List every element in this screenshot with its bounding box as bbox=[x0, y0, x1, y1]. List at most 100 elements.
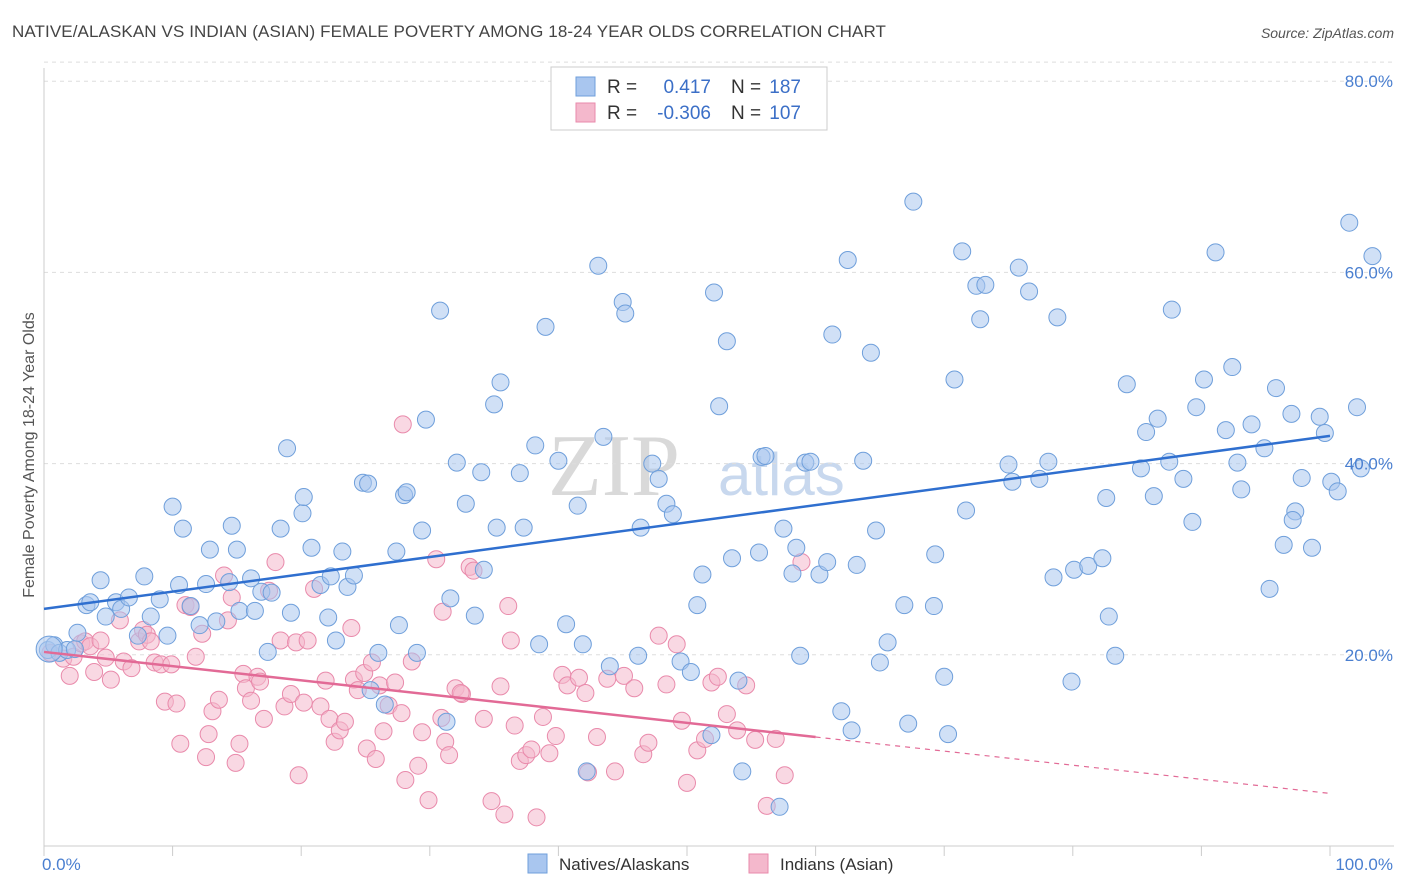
natives-alaskans-point bbox=[441, 589, 460, 608]
indians-asian-point bbox=[527, 808, 546, 827]
indians-asian-point bbox=[316, 671, 335, 690]
chart-title: NATIVE/ALASKAN VS INDIAN (ASIAN) FEMALE … bbox=[12, 22, 887, 41]
natives-alaskans-point bbox=[1009, 258, 1028, 277]
indians-asian-point bbox=[540, 744, 559, 763]
natives-alaskans-point bbox=[723, 549, 742, 568]
natives-alaskans-point bbox=[838, 250, 857, 269]
natives-alaskans-point bbox=[1194, 370, 1213, 389]
natives-alaskans-point bbox=[163, 497, 182, 516]
natives-alaskans-point bbox=[91, 571, 110, 590]
legend-swatch-blue bbox=[575, 76, 596, 97]
series-legend-label-1: Natives/Alaskans bbox=[559, 855, 689, 874]
natives-alaskans-point bbox=[474, 560, 493, 579]
indians-asian-point bbox=[60, 666, 79, 685]
indians-asian-point bbox=[657, 675, 676, 694]
indians-asian-point bbox=[625, 679, 644, 698]
natives-alaskans-point bbox=[939, 725, 958, 744]
natives-alaskans-point bbox=[861, 343, 880, 362]
natives-alaskans-point bbox=[1216, 421, 1235, 440]
natives-alaskans-point bbox=[158, 626, 177, 645]
series-legend: Natives/Alaskans Indians (Asian) bbox=[527, 853, 893, 874]
natives-alaskans-point bbox=[573, 635, 592, 654]
y-tick-label: 40.0% bbox=[1345, 455, 1393, 474]
axes bbox=[43, 68, 1394, 856]
natives-alaskans-point bbox=[1282, 404, 1301, 423]
natives-alaskans-point bbox=[1363, 247, 1382, 266]
trend-lines bbox=[43, 434, 1331, 795]
natives-alaskans-point bbox=[832, 702, 851, 721]
natives-alaskans-point bbox=[1351, 459, 1370, 478]
natives-alaskans-point bbox=[1106, 646, 1125, 665]
natives-alaskans-point bbox=[437, 712, 456, 731]
natives-alaskans-point bbox=[407, 643, 426, 662]
natives-alaskans-point bbox=[945, 370, 964, 389]
correlation-legend: R = 0.417 N = 187 R = -0.306 N = 107 bbox=[550, 66, 828, 131]
indians-asian-point bbox=[522, 740, 541, 759]
natives-alaskans-point bbox=[1062, 672, 1081, 691]
natives-alaskans-point bbox=[1137, 423, 1156, 442]
natives-alaskans-point bbox=[413, 521, 432, 540]
natives-alaskans-point bbox=[976, 275, 995, 294]
indians-asian-point bbox=[298, 631, 317, 650]
natives-alaskans-point bbox=[616, 304, 635, 323]
indians-asian-point bbox=[667, 635, 686, 654]
natives-alaskans-point bbox=[387, 542, 406, 561]
natives-alaskans-point bbox=[904, 192, 923, 211]
natives-alaskans-point bbox=[302, 538, 321, 557]
natives-alaskans-point bbox=[594, 427, 613, 446]
natives-alaskans-point bbox=[326, 631, 345, 650]
natives-alaskans-point bbox=[924, 597, 943, 616]
natives-alaskans-point bbox=[135, 567, 154, 586]
indians-asian-point bbox=[775, 766, 794, 785]
natives-alaskans-point bbox=[230, 601, 249, 620]
y-tick-label: 80.0% bbox=[1345, 72, 1393, 91]
y-tick-labels: 20.0% 40.0% 60.0% 80.0% bbox=[1345, 72, 1393, 665]
series-legend-label-2: Indians (Asian) bbox=[780, 855, 893, 874]
natives-alaskans-point bbox=[1097, 489, 1116, 508]
natives-alaskans-point bbox=[333, 542, 352, 561]
natives-alaskans-point bbox=[649, 469, 668, 488]
natives-alaskans-point bbox=[1223, 358, 1242, 377]
natives-alaskans-point bbox=[1020, 282, 1039, 301]
legend-r-value-2: -0.306 bbox=[657, 103, 711, 124]
indians-asian-point bbox=[678, 773, 696, 792]
indians-asian-point bbox=[122, 659, 141, 678]
natives-alaskans-point bbox=[181, 597, 200, 616]
indians-asian-point bbox=[605, 762, 624, 781]
legend-box bbox=[550, 66, 828, 131]
natives-alaskans-point bbox=[899, 714, 918, 733]
natives-alaskans-point bbox=[957, 501, 976, 520]
natives-alaskans-point bbox=[96, 607, 115, 626]
indians-asian-point bbox=[186, 647, 205, 666]
watermark-atlas: atlas bbox=[718, 441, 845, 508]
natives-alaskans-point bbox=[818, 553, 837, 572]
natives-alaskans-point bbox=[361, 681, 380, 700]
natives-alaskans-point bbox=[878, 633, 897, 652]
indians-asian-point bbox=[413, 723, 432, 742]
natives-alaskans-point bbox=[1048, 308, 1067, 327]
natives-alaskans-point bbox=[197, 575, 216, 594]
series-legend-swatch-blue bbox=[527, 853, 548, 874]
natives-alaskans-point bbox=[344, 566, 363, 585]
natives-alaskans-point bbox=[281, 603, 300, 622]
indians-asian-point bbox=[266, 553, 285, 572]
indians-asian-point bbox=[85, 663, 104, 682]
legend-n-value-1: 187 bbox=[769, 77, 801, 98]
indians-asian-point bbox=[587, 728, 606, 747]
indians-asian-point bbox=[505, 716, 524, 735]
legend-n-value-2: 107 bbox=[769, 103, 801, 124]
grid-lines bbox=[44, 61, 1394, 656]
natives-alaskans-point bbox=[693, 565, 712, 584]
natives-alaskans-point bbox=[1260, 579, 1279, 598]
indians-asian-point bbox=[649, 626, 668, 645]
natives-alaskans-point bbox=[431, 301, 450, 320]
natives-alaskans-point bbox=[485, 395, 504, 414]
y-tick-label: 20.0% bbox=[1345, 646, 1393, 665]
indians-asian-trend-line bbox=[43, 650, 816, 739]
natives-alaskans-point bbox=[222, 516, 241, 535]
indians-asian-point bbox=[427, 550, 446, 569]
indians-asian-point bbox=[728, 721, 747, 740]
indians-asian-point bbox=[474, 709, 493, 728]
natives-alaskans-point bbox=[589, 256, 608, 275]
